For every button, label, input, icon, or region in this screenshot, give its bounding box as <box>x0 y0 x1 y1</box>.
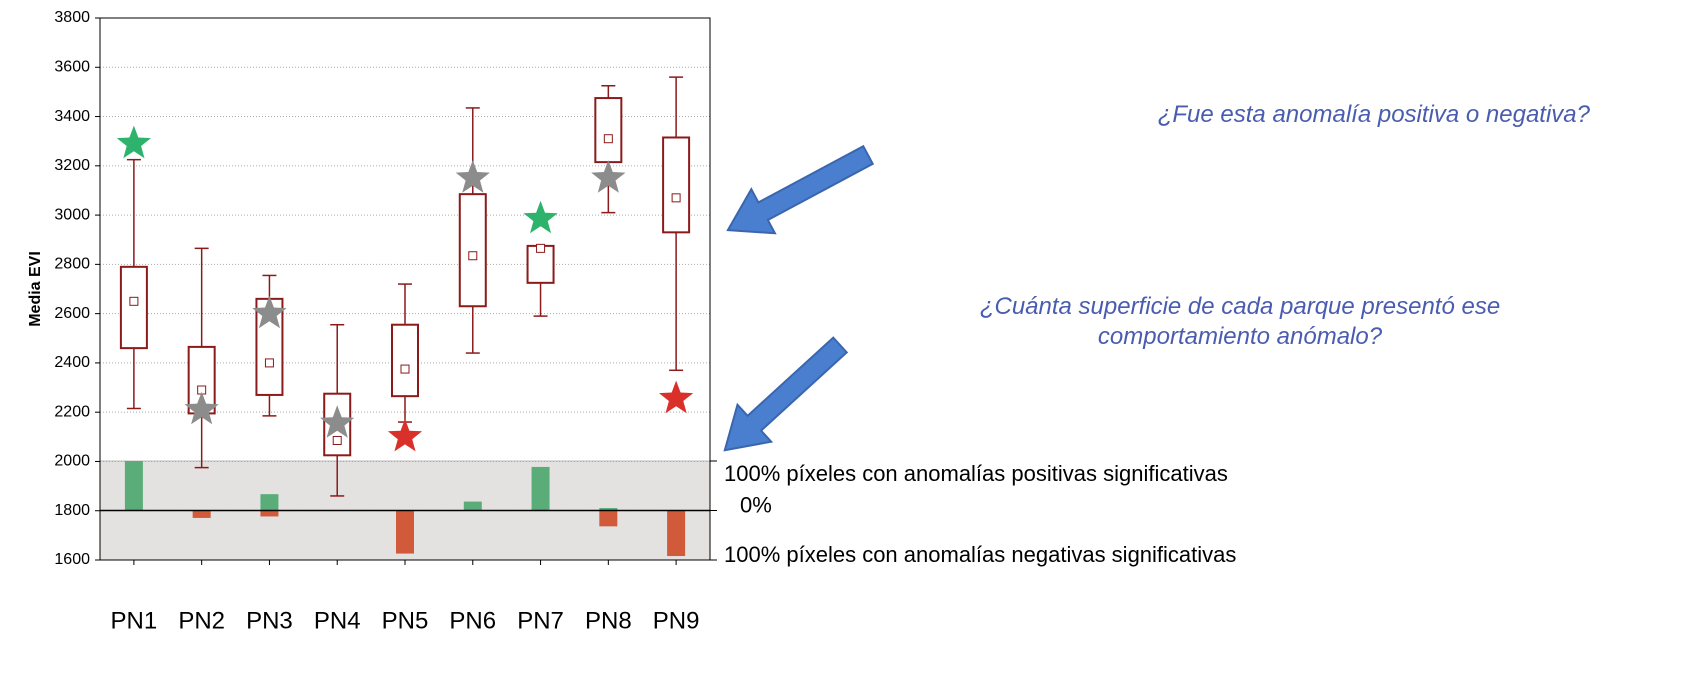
anomaly-bar <box>260 494 279 511</box>
x-tick-label: PN8 <box>585 607 632 634</box>
y-tick-label: 3800 <box>54 9 90 26</box>
y-tick-label: 1600 <box>54 551 90 568</box>
mean-marker <box>264 358 274 368</box>
y-tick-label: 3600 <box>54 58 90 75</box>
x-tick-label: PN4 <box>314 607 361 634</box>
arrow <box>726 144 875 235</box>
mean-marker <box>332 436 342 446</box>
plot-frame <box>99 17 711 561</box>
x-tick-label: PN5 <box>382 607 429 634</box>
annotation: ¿Cuánta superficie de cada parque presen… <box>979 293 1501 350</box>
x-tick-label: PN9 <box>653 607 700 634</box>
arrows <box>723 144 875 452</box>
y-tick-label: 3200 <box>54 157 90 174</box>
box <box>662 136 691 234</box>
mean-marker <box>400 364 410 374</box>
box <box>458 193 487 308</box>
y-tick-label: 2800 <box>54 256 90 273</box>
anomaly-bar <box>599 510 618 527</box>
star-marker <box>320 405 355 438</box>
x-tick-label: PN1 <box>111 607 158 634</box>
star-marker <box>659 380 694 414</box>
star-marker <box>252 295 287 329</box>
anomaly-bar <box>396 510 414 554</box>
star-marker <box>184 391 219 425</box>
box <box>391 323 419 398</box>
y2-tick-label: 100% píxeles con anomalías negativas sig… <box>724 542 1236 567</box>
anomaly-bar <box>531 466 550 511</box>
anomaly-bar <box>667 510 686 557</box>
star-marker <box>116 125 151 159</box>
arrow <box>723 336 849 452</box>
mean-marker <box>603 134 613 144</box>
anomaly-bar <box>599 508 618 511</box>
anomaly-bar <box>192 510 211 518</box>
x-tick-label: PN6 <box>449 607 496 634</box>
mean-marker <box>536 243 546 253</box>
y-tick-label: 2000 <box>54 453 90 470</box>
y-tick-label: 3400 <box>54 108 90 125</box>
y2-tick-label: 100% píxeles con anomalías positivas sig… <box>724 461 1228 486</box>
mean-marker <box>129 296 139 306</box>
y2-tick-label: 0% <box>740 492 772 517</box>
mean-marker <box>468 251 478 261</box>
star-marker <box>387 418 423 452</box>
y-tick-label: 1800 <box>54 502 90 519</box>
box <box>119 265 148 350</box>
box <box>594 97 623 164</box>
x-tick-label: PN2 <box>178 607 225 634</box>
star-marker <box>523 200 558 234</box>
annotation: ¿Fue esta anomalía positiva o negativa? <box>1157 101 1590 128</box>
x-tick-label: PN3 <box>246 607 293 634</box>
star-marker <box>591 160 626 193</box>
anomaly-bar <box>124 461 143 511</box>
anomaly-bar <box>463 501 482 511</box>
y-axis-label: Media EVI <box>27 251 44 327</box>
anomaly-bar <box>260 510 279 517</box>
x-tick-label: PN7 <box>517 607 564 634</box>
y-tick-label: 2200 <box>54 403 90 420</box>
y-tick-label: 2400 <box>54 354 90 371</box>
star-marker <box>455 160 490 193</box>
y-tick-label: 3000 <box>54 206 90 223</box>
mean-marker <box>671 193 681 203</box>
y-tick-label: 2600 <box>54 305 90 322</box>
